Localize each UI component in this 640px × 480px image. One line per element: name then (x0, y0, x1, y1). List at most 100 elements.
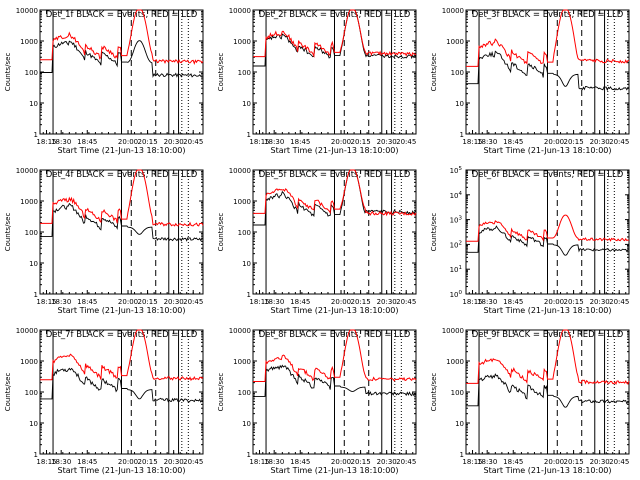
y-axis-label: Counts/sec (4, 53, 12, 92)
x-tick-label: 18:15 (249, 138, 269, 146)
x-tick-label: 20:15 (563, 298, 583, 306)
y-tick-label: 1000 (233, 198, 251, 206)
x-tick-label: 20:45 (396, 458, 416, 466)
x-tick-label: 20:45 (609, 298, 629, 306)
x-tick-label: 20:00 (331, 138, 351, 146)
y-axis-label: Counts/sec (4, 213, 12, 252)
y-tick-label: 100 (25, 69, 38, 77)
x-tick-label: 20:15 (137, 298, 157, 306)
x-tick-label: 18:30 (51, 458, 71, 466)
y-tick-label: 100 (451, 69, 464, 77)
x-tick-label: 20:30 (590, 458, 610, 466)
x-axis-label: Start Time (21-Jun-13 18:10:00) (271, 146, 399, 155)
y-tick-label: 1000 (446, 358, 464, 366)
x-tick-label: 18:30 (477, 458, 497, 466)
x-tick-label: 18:30 (477, 298, 497, 306)
y-axis-label: Counts/sec (430, 213, 438, 252)
x-tick-label: 20:00 (544, 138, 564, 146)
detector-panel-3: Det_3f BLACK = Events, RED = LLD11010010… (430, 7, 630, 155)
events-series-line (466, 373, 630, 408)
x-tick-label: 20:15 (137, 138, 157, 146)
events-series-line (40, 40, 204, 78)
events-series-line (253, 9, 417, 67)
x-tick-label: 20:30 (164, 298, 184, 306)
lld-series-line (40, 169, 204, 227)
y-tick-label: 10 (29, 100, 38, 108)
x-tick-label: 20:30 (164, 458, 184, 466)
x-tick-label: 20:45 (396, 138, 416, 146)
x-tick-label: 20:30 (590, 138, 610, 146)
y-axis-label: Counts/sec (217, 213, 225, 252)
y-tick-label: 102 (450, 240, 462, 249)
lld-series-line (40, 9, 204, 66)
y-tick-label: 1000 (233, 358, 251, 366)
x-axis-label: Start Time (21-Jun-13 18:10:00) (484, 466, 612, 475)
y-tick-label: 10000 (16, 167, 38, 175)
y-tick-label: 1 (460, 131, 464, 139)
y-tick-label: 1000 (20, 358, 38, 366)
y-tick-label: 10 (455, 100, 464, 108)
x-tick-label: 20:00 (544, 298, 564, 306)
x-tick-label: 18:45 (290, 138, 310, 146)
y-tick-label: 10000 (16, 327, 38, 335)
y-tick-label: 1 (247, 131, 251, 139)
y-tick-label: 100 (238, 69, 251, 77)
y-tick-label: 1000 (20, 38, 38, 46)
x-tick-label: 20:45 (183, 298, 203, 306)
y-tick-label: 1 (460, 451, 464, 459)
y-tick-label: 100 (25, 389, 38, 397)
lld-series-line (253, 9, 417, 58)
x-tick-label: 20:30 (377, 138, 397, 146)
x-tick-label: 20:30 (377, 458, 397, 466)
y-tick-label: 1000 (20, 198, 38, 206)
x-tick-label: 18:30 (264, 298, 284, 306)
x-axis-label: Start Time (21-Jun-13 18:10:00) (271, 306, 399, 315)
x-axis-label: Start Time (21-Jun-13 18:10:00) (58, 146, 186, 155)
events-series-line (40, 367, 204, 403)
y-tick-label: 10 (242, 420, 251, 428)
x-tick-label: 20:45 (609, 138, 629, 146)
detector-panel-8: Det_8f BLACK = Events, RED = LLD11010010… (217, 327, 417, 475)
x-tick-label: 20:30 (164, 138, 184, 146)
x-tick-label: 20:00 (544, 458, 564, 466)
events-series-line (40, 202, 204, 242)
x-tick-label: 20:15 (563, 458, 583, 466)
y-tick-label: 10 (242, 260, 251, 268)
y-axis-label: Counts/sec (217, 53, 225, 92)
x-tick-label: 18:15 (249, 298, 269, 306)
x-tick-label: 20:45 (396, 298, 416, 306)
y-tick-label: 1 (247, 451, 251, 459)
x-tick-label: 18:45 (503, 458, 523, 466)
y-tick-label: 100 (451, 389, 464, 397)
y-tick-label: 100 (450, 290, 463, 299)
x-tick-label: 18:15 (462, 458, 482, 466)
lld-series-line (466, 214, 630, 242)
y-tick-label: 100 (238, 389, 251, 397)
x-tick-label: 18:15 (36, 138, 56, 146)
x-tick-label: 18:15 (36, 458, 56, 466)
x-tick-label: 20:15 (563, 138, 583, 146)
x-tick-label: 18:45 (290, 458, 310, 466)
y-tick-label: 104 (450, 191, 463, 200)
events-series-line (466, 50, 630, 92)
x-tick-label: 18:15 (462, 298, 482, 306)
lld-series-line (253, 329, 417, 382)
x-tick-label: 18:15 (36, 298, 56, 306)
x-tick-label: 20:00 (118, 298, 138, 306)
y-tick-label: 10 (455, 420, 464, 428)
x-tick-label: 20:30 (590, 298, 610, 306)
y-tick-label: 10000 (229, 167, 251, 175)
x-tick-label: 20:00 (118, 458, 138, 466)
y-axis-label: Counts/sec (430, 53, 438, 92)
x-axis-label: Start Time (21-Jun-13 18:10:00) (58, 466, 186, 475)
detector-panel-5: Det_5f BLACK = Events, RED = LLD11010010… (217, 167, 417, 315)
y-tick-label: 10 (29, 420, 38, 428)
y-tick-label: 103 (450, 216, 463, 225)
y-axis-label: Counts/sec (217, 373, 225, 412)
y-tick-label: 10000 (229, 327, 251, 335)
x-tick-label: 20:30 (377, 298, 397, 306)
events-series-line (253, 364, 417, 397)
x-tick-label: 18:30 (51, 298, 71, 306)
x-tick-label: 18:45 (503, 298, 523, 306)
detector-panel-9: Det_9f BLACK = Events, RED = LLD11010010… (430, 327, 630, 475)
